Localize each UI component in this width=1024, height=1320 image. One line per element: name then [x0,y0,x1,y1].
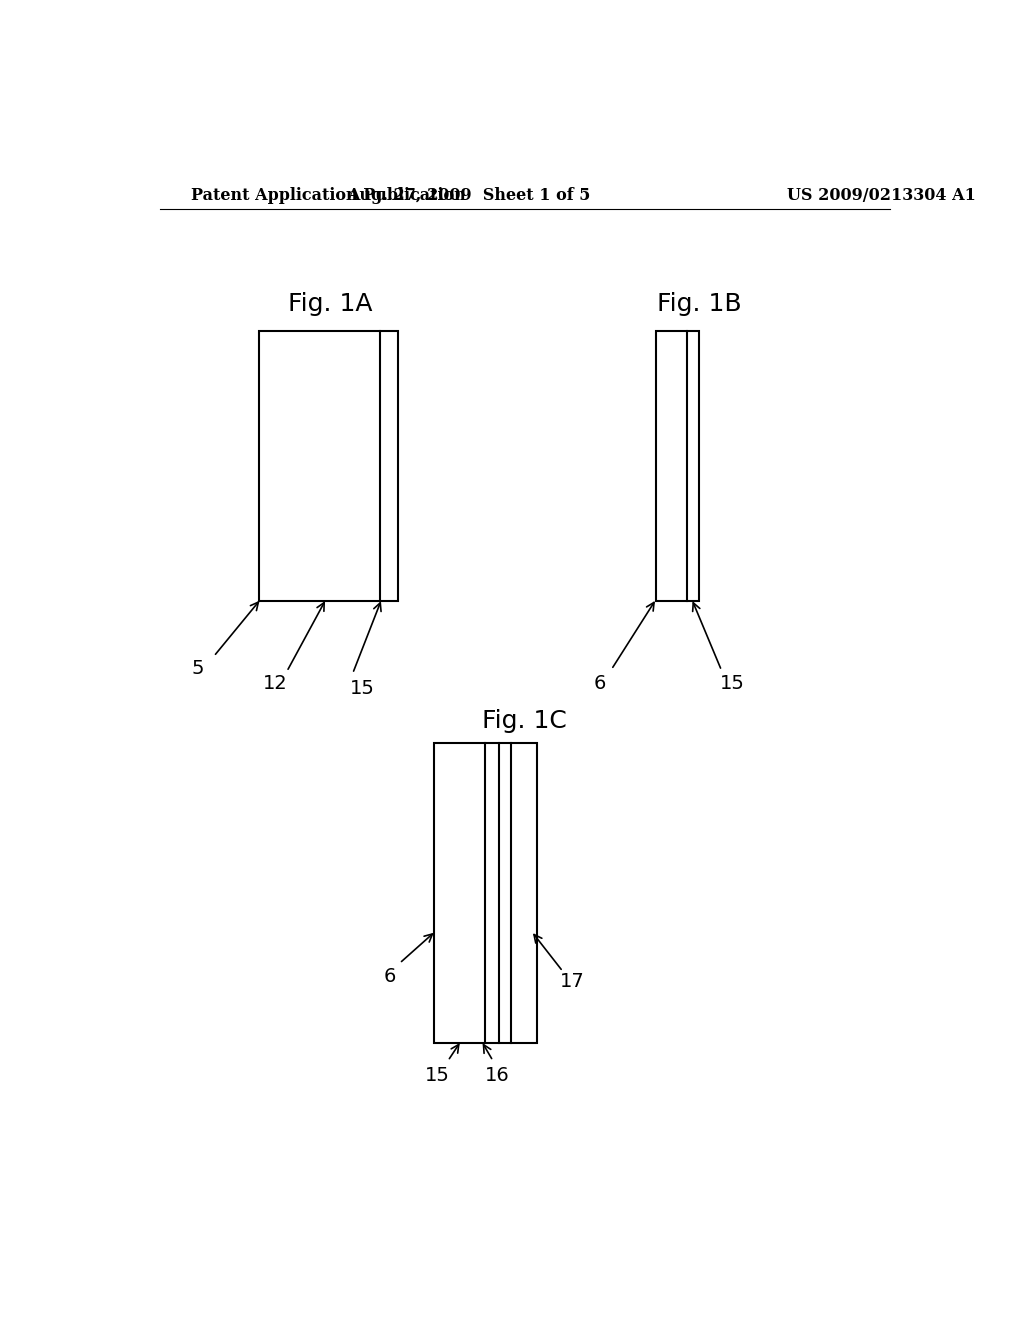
Text: 5: 5 [191,659,204,678]
Text: Fig. 1B: Fig. 1B [657,292,741,315]
Text: Patent Application Publication: Patent Application Publication [191,187,466,205]
Text: 15: 15 [720,675,745,693]
Text: 15: 15 [425,1065,450,1085]
Text: 12: 12 [262,675,287,693]
Text: 6: 6 [384,968,396,986]
Text: Fig. 1A: Fig. 1A [288,292,373,315]
Text: 15: 15 [349,680,375,698]
Bar [655,331,699,601]
Text: 16: 16 [484,1065,509,1085]
Bar [259,331,397,601]
Text: 6: 6 [594,675,606,693]
Text: Aug. 27, 2009  Sheet 1 of 5: Aug. 27, 2009 Sheet 1 of 5 [347,187,591,205]
Bar [433,743,537,1043]
Text: US 2009/0213304 A1: US 2009/0213304 A1 [786,187,976,205]
Text: 17: 17 [560,973,585,991]
Text: Fig. 1C: Fig. 1C [482,709,567,733]
